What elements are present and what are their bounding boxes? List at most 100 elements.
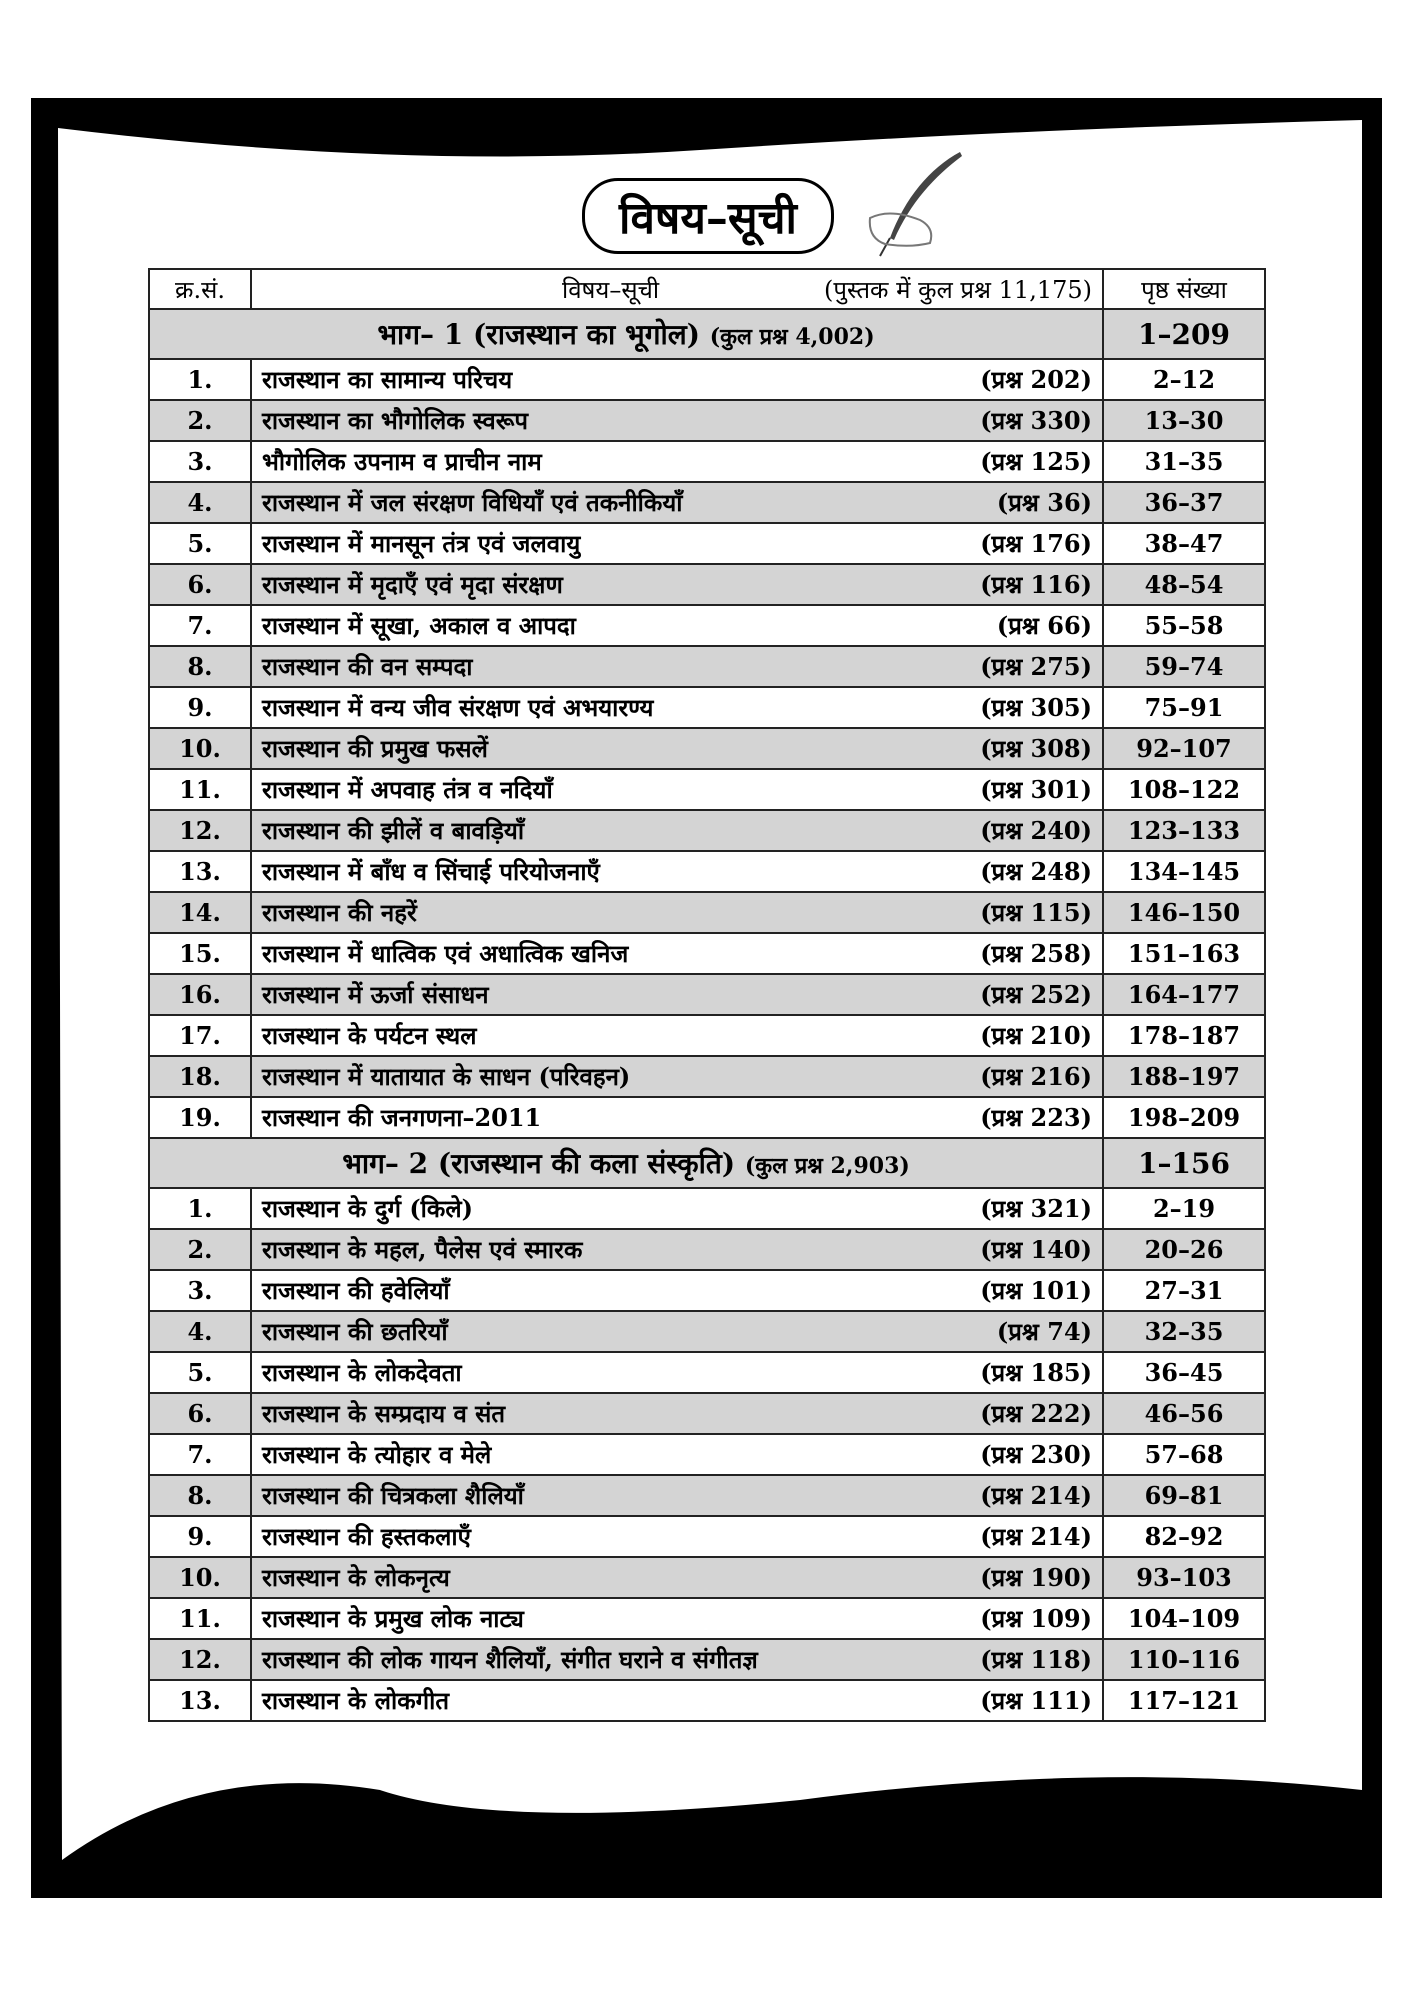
chapter-title: राजस्थान में मानसून तंत्र एवं जलवायु <box>262 529 581 558</box>
page-range: 93–103 <box>1102 1556 1266 1599</box>
question-count: (प्रश्न 109) <box>980 1604 1092 1633</box>
chapter-title: राजस्थान के लोकनृत्य <box>262 1563 450 1592</box>
table-row: 16. राजस्थान में ऊर्जा संसाधन (प्रश्न 252)… <box>148 973 1266 1016</box>
page-title: विषय–सूची <box>582 178 834 254</box>
table-row: 6. राजस्थान के सम्प्रदाय व संत (प्रश्न 222… <box>148 1392 1266 1435</box>
table-row: 5. राजस्थान में मानसून तंत्र एवं जलवायु (प… <box>148 522 1266 565</box>
serial-number: 3. <box>148 440 252 483</box>
serial-number: 16. <box>148 973 252 1016</box>
chapter-cell: राजस्थान के लोकनृत्य (प्रश्न 190) <box>250 1556 1104 1599</box>
chapter-title: राजस्थान के लोकगीत <box>262 1686 450 1715</box>
question-count: (प्रश्न 248) <box>980 857 1092 886</box>
chapter-cell: राजस्थान के लोकगीत (प्रश्न 111) <box>250 1679 1104 1722</box>
chapter-cell: राजस्थान की हस्तकलाएँ (प्रश्न 214) <box>250 1515 1104 1558</box>
page-range: 146–150 <box>1102 891 1266 934</box>
question-count: (प्रश्न 301) <box>980 775 1092 804</box>
chapter-title: राजस्थान की नहरें <box>262 898 417 927</box>
table-row: 3. राजस्थान की हवेलियाँ (प्रश्न 101) 27–31 <box>148 1269 1266 1312</box>
question-count: (प्रश्न 140) <box>980 1235 1092 1264</box>
serial-number: 19. <box>148 1096 252 1139</box>
page-range: 31–35 <box>1102 440 1266 483</box>
chapter-title: राजस्थान के महल, पैलेस एवं स्मारक <box>262 1235 583 1264</box>
chapter-cell: भौगोलिक उपनाम व प्राचीन नाम (प्रश्न 125) <box>250 440 1104 483</box>
page-range: 27–31 <box>1102 1269 1266 1312</box>
page-range: 104–109 <box>1102 1597 1266 1640</box>
chapter-cell: राजस्थान के लोकदेवता (प्रश्न 185) <box>250 1351 1104 1394</box>
chapter-cell: राजस्थान की वन सम्पदा (प्रश्न 275) <box>250 645 1104 688</box>
chapter-title: राजस्थान में सूखा, अकाल व आपदा <box>262 611 576 640</box>
chapter-title: राजस्थान में अपवाह तंत्र व नदियाँ <box>262 775 553 804</box>
page-range: 188–197 <box>1102 1055 1266 1098</box>
chapter-title: राजस्थान के प्रमुख लोक नाट्य <box>262 1604 524 1633</box>
chapter-title: राजस्थान की झीलें व बावड़ियाँ <box>262 816 525 845</box>
chapter-cell: राजस्थान की जनगणना–2011 (प्रश्न 223) <box>250 1096 1104 1139</box>
question-count: (प्रश्न 115) <box>980 898 1092 927</box>
chapter-cell: राजस्थान के प्रमुख लोक नाट्य (प्रश्न 109) <box>250 1597 1104 1640</box>
page-range: 46–56 <box>1102 1392 1266 1435</box>
chapter-cell: राजस्थान में अपवाह तंत्र व नदियाँ (प्रश्न… <box>250 768 1104 811</box>
chapter-title: राजस्थान का भौगोलिक स्वरूप <box>262 406 528 435</box>
chapter-title: राजस्थान में जल संरक्षण विधियाँ एवं तकनी… <box>262 488 683 517</box>
chapter-title: राजस्थान में धात्विक एवं अधात्विक खनिज <box>262 939 629 968</box>
question-count: (प्रश्न 202) <box>980 365 1092 394</box>
table-row: 7. राजस्थान में सूखा, अकाल व आपदा (प्रश्न … <box>148 604 1266 647</box>
table-row: 4. राजस्थान की छतरियाँ (प्रश्न 74) 32–35 <box>148 1310 1266 1353</box>
chapter-cell: राजस्थान की प्रमुख फसलें (प्रश्न 308) <box>250 727 1104 770</box>
table-row: 1. राजस्थान के दुर्ग (किले) (प्रश्न 321) 2–… <box>148 1187 1266 1230</box>
serial-number: 10. <box>148 1556 252 1599</box>
table-row: 4. राजस्थान में जल संरक्षण विधियाँ एवं तक… <box>148 481 1266 524</box>
page-range: 108–122 <box>1102 768 1266 811</box>
serial-header: क्र.सं. <box>148 268 252 310</box>
table-row: 13. राजस्थान के लोकगीत (प्रश्न 111) 117–121 <box>148 1679 1266 1722</box>
serial-number: 17. <box>148 1014 252 1057</box>
question-count: (प्रश्न 222) <box>980 1399 1092 1428</box>
contents-table: क्र.सं. विषय–सूची (पुस्तक में कुल प्रश्न… <box>148 268 1266 1722</box>
table-row: 9. राजस्थान की हस्तकलाएँ (प्रश्न 214) 82–92 <box>148 1515 1266 1558</box>
chapter-title: राजस्थान में वन्य जीव संरक्षण एवं अभयारण… <box>262 693 654 722</box>
table-header-row: क्र.सं. विषय–सूची (पुस्तक में कुल प्रश्न… <box>148 268 1266 310</box>
chapter-title: राजस्थान में बाँध व सिंचाई परियोजनाएँ <box>262 857 600 886</box>
page-range: 59–74 <box>1102 645 1266 688</box>
serial-number: 8. <box>148 645 252 688</box>
chapter-cell: राजस्थान का भौगोलिक स्वरूप (प्रश्न 330) <box>250 399 1104 442</box>
serial-number: 9. <box>148 1515 252 1558</box>
page-range: 82–92 <box>1102 1515 1266 1558</box>
chapter-cell: राजस्थान के सम्प्रदाय व संत (प्रश्न 222) <box>250 1392 1104 1435</box>
question-count: (प्रश्न 321) <box>980 1194 1092 1223</box>
page-range: 13–30 <box>1102 399 1266 442</box>
subject-header: विषय–सूची (पुस्तक में कुल प्रश्न 11,175) <box>250 268 1104 310</box>
serial-number: 4. <box>148 1310 252 1353</box>
question-count: (प्रश्न 214) <box>980 1522 1092 1551</box>
page-range: 69–81 <box>1102 1474 1266 1517</box>
table-row: 1. राजस्थान का सामान्य परिचय (प्रश्न 202) 2… <box>148 358 1266 401</box>
part-title-cell: भाग– 1 (राजस्थान का भूगोल) (कुल प्रश्न 4… <box>148 308 1104 360</box>
serial-number: 4. <box>148 481 252 524</box>
chapter-cell: राजस्थान के त्योहार व मेले (प्रश्न 230) <box>250 1433 1104 1476</box>
total-questions: (पुस्तक में कुल प्रश्न 11,175) <box>824 275 1092 304</box>
serial-number: 18. <box>148 1055 252 1098</box>
table-row: 13. राजस्थान में बाँध व सिंचाई परियोजनाएँ… <box>148 850 1266 893</box>
table-row: 10. राजस्थान के लोकनृत्य (प्रश्न 190) 93–10… <box>148 1556 1266 1599</box>
chapter-cell: राजस्थान में बाँध व सिंचाई परियोजनाएँ (प्… <box>250 850 1104 893</box>
question-count: (प्रश्न 223) <box>980 1103 1092 1132</box>
question-count: (प्रश्न 275) <box>980 652 1092 681</box>
serial-number: 3. <box>148 1269 252 1312</box>
serial-number: 8. <box>148 1474 252 1517</box>
part-header-row: भाग– 2 (राजस्थान की कला संस्कृति) (कुल प… <box>148 1137 1266 1189</box>
page-range: 198–209 <box>1102 1096 1266 1139</box>
page-range: 151–163 <box>1102 932 1266 975</box>
table-row: 10. राजस्थान की प्रमुख फसलें (प्रश्न 308) 9… <box>148 727 1266 770</box>
table-row: 17. राजस्थान के पर्यटन स्थल (प्रश्न 210) 17… <box>148 1014 1266 1057</box>
table-row: 19. राजस्थान की जनगणना–2011 (प्रश्न 223) 19… <box>148 1096 1266 1139</box>
table-row: 9. राजस्थान में वन्य जीव संरक्षण एवं अभया… <box>148 686 1266 729</box>
chapter-title: राजस्थान के सम्प्रदाय व संत <box>262 1399 506 1428</box>
question-count: (प्रश्न 74) <box>996 1317 1092 1346</box>
page-range: 134–145 <box>1102 850 1266 893</box>
chapter-cell: राजस्थान की छतरियाँ (प्रश्न 74) <box>250 1310 1104 1353</box>
table-row: 12. राजस्थान की झीलें व बावड़ियाँ (प्रश्न … <box>148 809 1266 852</box>
chapter-title: राजस्थान का सामान्य परिचय <box>262 365 513 394</box>
chapter-title: राजस्थान के पर्यटन स्थल <box>262 1021 477 1050</box>
chapter-title: राजस्थान की हस्तकलाएँ <box>262 1522 471 1551</box>
part-total: (कुल प्रश्न 2,903) <box>744 1153 910 1179</box>
table-row: 3. भौगोलिक उपनाम व प्राचीन नाम (प्रश्न 125… <box>148 440 1266 483</box>
